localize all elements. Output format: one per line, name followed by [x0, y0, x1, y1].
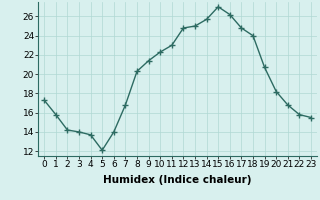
X-axis label: Humidex (Indice chaleur): Humidex (Indice chaleur) [103, 175, 252, 185]
